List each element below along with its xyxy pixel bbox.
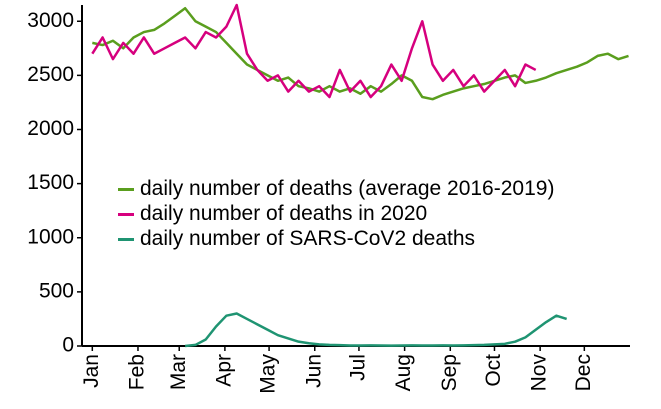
- x-tick-label: Aug: [392, 354, 415, 391]
- x-tick-label: May: [257, 354, 280, 394]
- x-tick-label: Jul: [346, 354, 369, 381]
- x-tick-label: Apr: [212, 354, 235, 387]
- x-tick-label: Oct: [482, 354, 505, 387]
- legend-label: daily number of SARS-CoV2 deaths: [140, 227, 475, 250]
- x-tick-label: Jan: [80, 354, 103, 388]
- series-line: [184, 312, 568, 348]
- x-tick-label: Nov: [528, 354, 551, 392]
- x-tick-label: Mar: [167, 354, 190, 390]
- series-line: [91, 3, 537, 99]
- legend-label: daily number of deaths (average 2016-201…: [140, 177, 554, 200]
- y-tick-label: 3000: [27, 9, 74, 32]
- y-tick-label: 0: [62, 334, 74, 357]
- y-tick-label: 1500: [27, 171, 74, 194]
- y-tick-label: 500: [39, 279, 74, 302]
- y-tick-label: 2500: [27, 63, 74, 86]
- x-tick-label: Sep: [438, 354, 461, 391]
- x-tick-label: Jun: [302, 354, 325, 388]
- series-line: [92, 7, 629, 101]
- x-tick-label: Dec: [572, 354, 595, 391]
- y-tick-label: 2000: [27, 117, 74, 140]
- x-tick-label: Feb: [126, 354, 149, 390]
- y-tick-label: 1000: [27, 225, 74, 248]
- legend-label: daily number of deaths in 2020: [140, 202, 427, 225]
